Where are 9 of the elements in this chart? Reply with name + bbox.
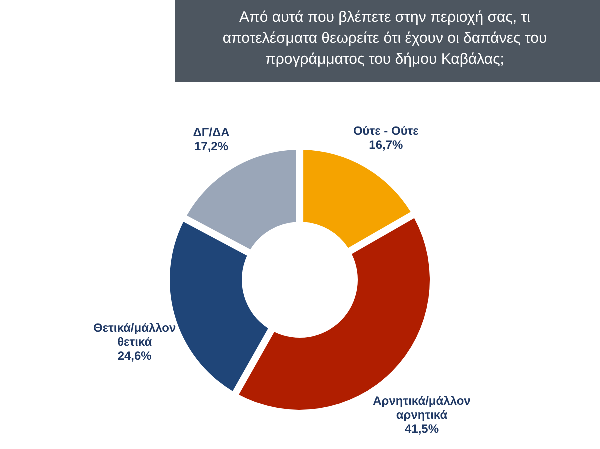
slice-label: Ούτε - Ούτε (353, 124, 420, 138)
slice-label: ΔΓ/ΔΑ (193, 126, 230, 140)
slice-label: Αρνητικά/μάλλον αρνητικά (373, 394, 472, 422)
chart-title: Από αυτά που βλέπετε στην περιοχή σας, τι αποτελέσματα θεωρείτε ότι έχουν οι δαπάνες του προγράμματος του δήμου Καβάλας; (222, 9, 548, 68)
data-label: 24,6% (118, 348, 152, 363)
data-label: 16,7% (369, 138, 404, 152)
slice-label: Θετικά/μάλλον θετικά (94, 320, 176, 349)
data-label: 17,2% (194, 140, 229, 154)
data-label: 41,5% (404, 422, 440, 436)
